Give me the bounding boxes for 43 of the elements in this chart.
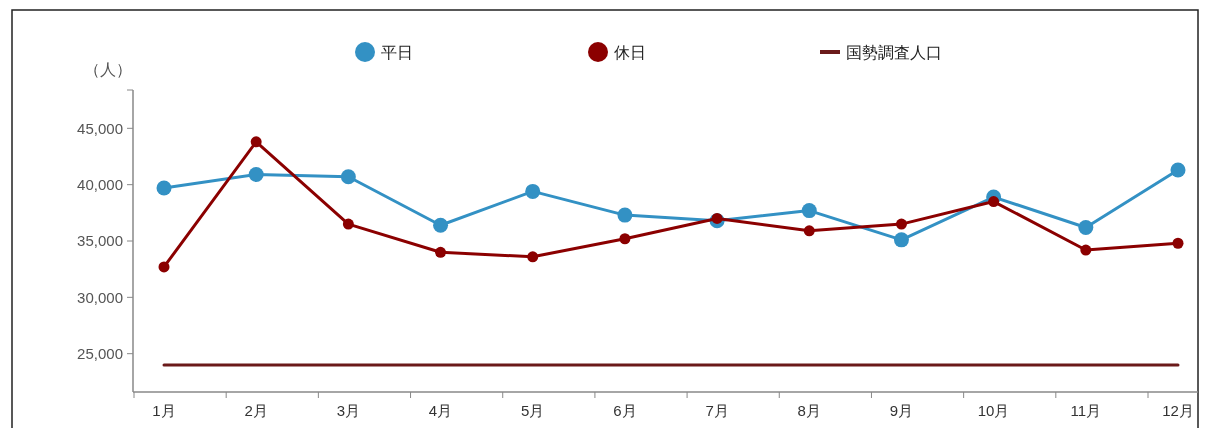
y-axis-title: （人）	[84, 61, 132, 78]
point	[1172, 237, 1184, 249]
y-tick-label: 25,000	[77, 344, 123, 362]
point	[801, 203, 817, 219]
x-tick-label: 2月	[244, 402, 268, 419]
x-tick-label: 8月	[797, 402, 821, 419]
x-tick-label: 4月	[428, 402, 453, 419]
x-tick-label: 6月	[613, 402, 637, 419]
point	[988, 196, 1000, 208]
x-tick-label: 3月	[336, 402, 361, 419]
point	[1080, 244, 1092, 256]
y-tick-label: 40,000	[77, 175, 123, 193]
point	[1170, 162, 1186, 178]
point	[1078, 219, 1094, 235]
y-tick-label: 30,000	[77, 288, 123, 306]
point	[342, 218, 354, 230]
x-tick-label: 1月	[152, 402, 176, 419]
point	[619, 233, 631, 245]
x-tick-label: 12月	[1162, 402, 1194, 419]
point	[527, 251, 539, 263]
point	[803, 225, 815, 237]
x-tick-label: 5月	[521, 402, 545, 419]
legend-label: 平日	[381, 43, 413, 61]
point	[156, 180, 172, 196]
point	[248, 167, 264, 183]
point	[435, 246, 447, 258]
y-tick-label: 45,000	[77, 119, 123, 137]
y-tick-label: 35,000	[77, 232, 123, 250]
point	[158, 261, 170, 273]
point	[711, 212, 723, 224]
x-tick-label: 11月	[1070, 402, 1102, 419]
point	[525, 183, 541, 199]
x-tick-label: 10月	[977, 402, 1010, 419]
point	[617, 207, 633, 223]
point	[433, 217, 449, 233]
x-tick-label: 7月	[705, 402, 729, 419]
point	[340, 169, 356, 185]
legend-label: 休日	[614, 43, 646, 61]
x-tick-label: 9月	[889, 402, 914, 419]
point	[895, 218, 907, 230]
point	[893, 232, 909, 248]
legend-label: 国勢調査人口	[846, 43, 942, 61]
point	[250, 136, 262, 148]
